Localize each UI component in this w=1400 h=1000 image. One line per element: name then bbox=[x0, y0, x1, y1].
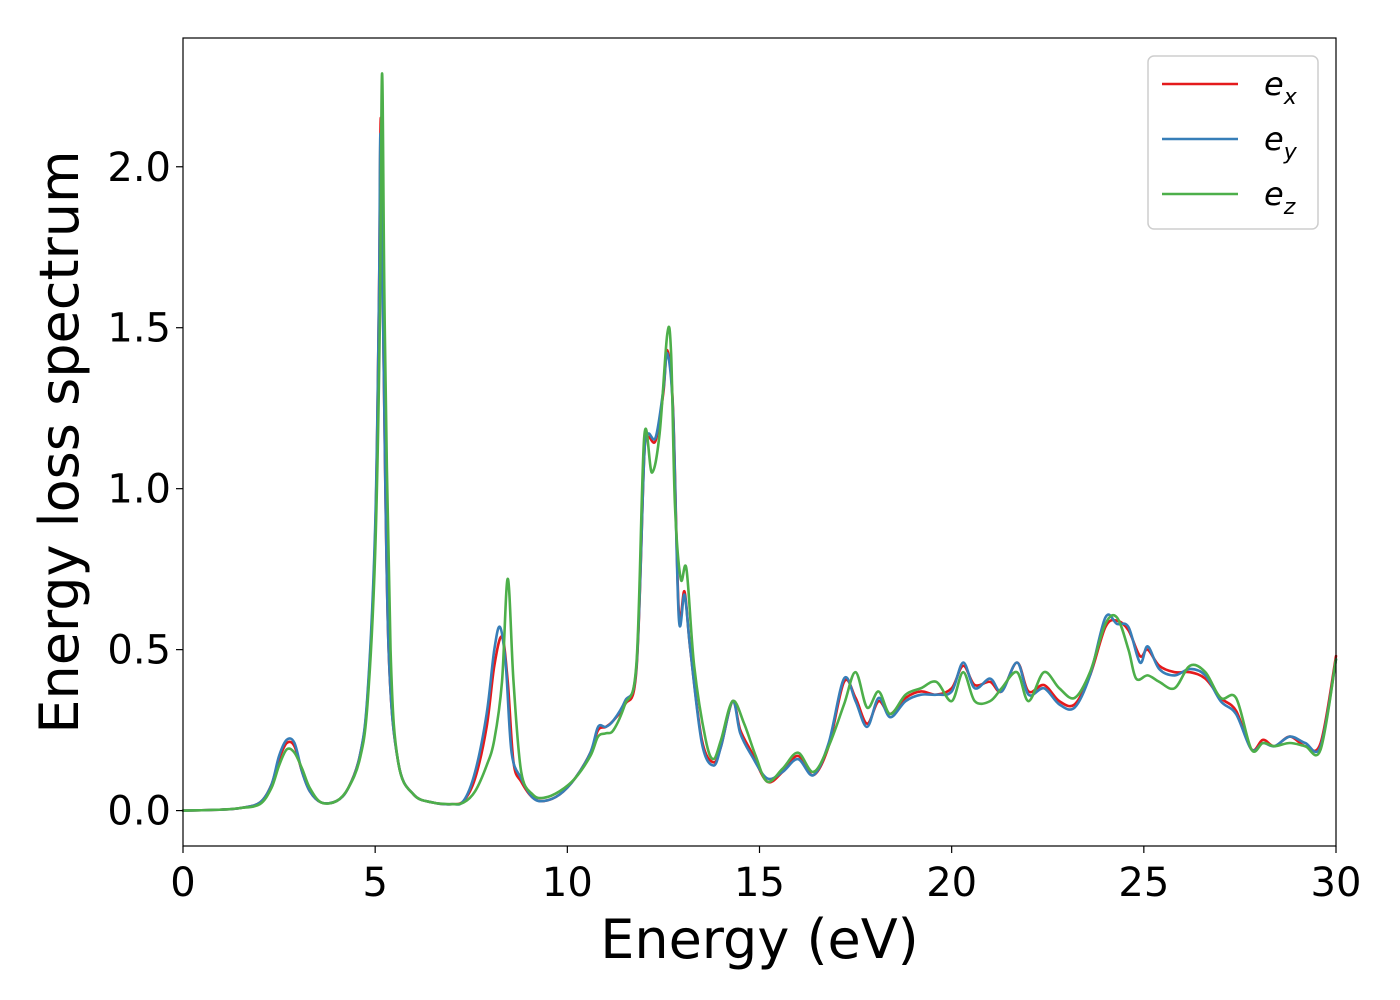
x-tick-label: 25 bbox=[1118, 860, 1169, 906]
x-axis-ticks: 0 5 10 15 20 25 30 bbox=[170, 846, 1361, 906]
x-tick-label: 0 bbox=[170, 860, 195, 906]
y-tick-label: 0.0 bbox=[107, 789, 171, 835]
x-tick-label: 15 bbox=[734, 860, 785, 906]
y-tick-label: 2.0 bbox=[107, 145, 171, 191]
legend-label-e-y: ey bbox=[1264, 120, 1298, 165]
series-lines bbox=[181, 72, 1338, 812]
y-tick-label: 1.0 bbox=[107, 467, 171, 513]
plot-background bbox=[183, 38, 1336, 846]
x-tick-label: 10 bbox=[542, 860, 593, 906]
y-tick-label: 1.5 bbox=[107, 306, 171, 352]
x-axis-title: Energy (eV) bbox=[600, 908, 919, 971]
x-tick-label: 5 bbox=[362, 860, 387, 906]
y-tick-label: 0.5 bbox=[107, 628, 171, 674]
x-tick-label: 30 bbox=[1311, 860, 1362, 906]
legend: ex ey ez bbox=[1147, 55, 1319, 230]
y-axis-title: Energy loss spectrum bbox=[28, 150, 91, 733]
x-tick-label: 20 bbox=[926, 860, 977, 906]
series-line-e-z bbox=[181, 72, 1338, 812]
y-axis-ticks: 0.0 0.5 1.0 1.5 2.0 bbox=[107, 145, 183, 835]
legend-label-e-x: ex bbox=[1264, 65, 1298, 110]
legend-frame bbox=[1147, 55, 1319, 230]
legend-label-e-z: ez bbox=[1264, 175, 1296, 220]
